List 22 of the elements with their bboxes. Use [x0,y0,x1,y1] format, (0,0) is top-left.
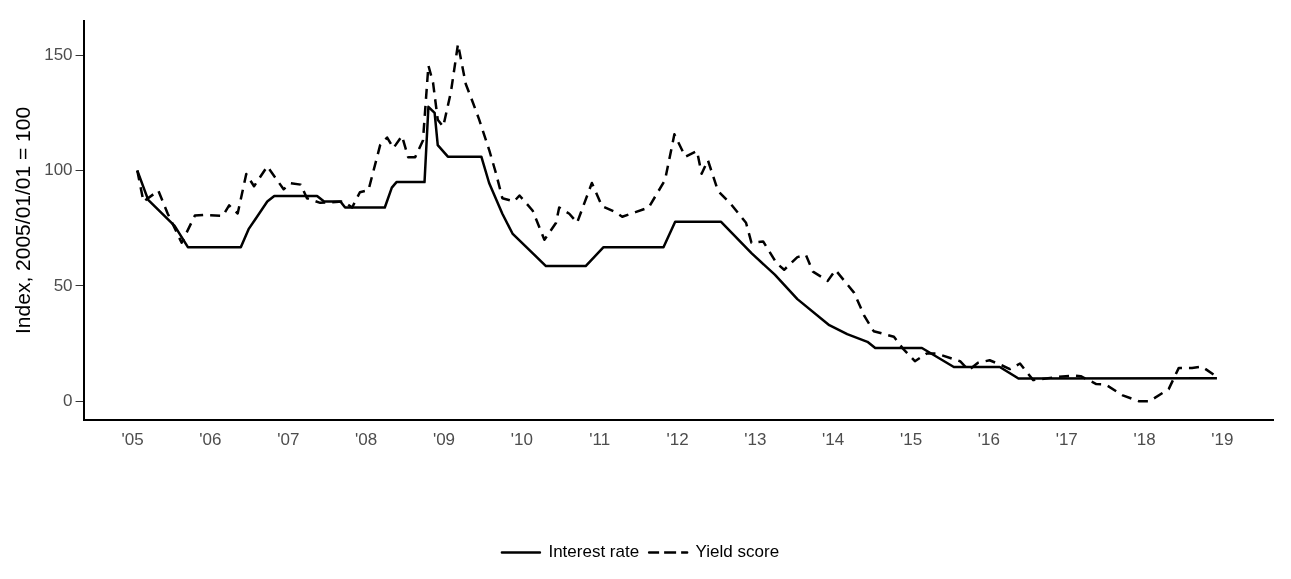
x-tick-label: '14 [822,430,845,450]
legend-label: Interest rate [548,542,640,562]
x-tick-label: '19 [1211,430,1234,450]
y-tick-label: 50 [53,275,73,295]
x-tick-label: '12 [666,430,689,450]
x-tick-label: '09 [432,430,456,450]
x-tick-label: '07 [277,430,300,450]
legend-label: Yield score [695,542,780,562]
x-tick-label: '10 [510,430,533,450]
y-tick-label: 100 [44,160,73,180]
x-tick-label: '18 [1133,430,1156,450]
y-axis-title: Index, 2005/01/01 = 100 [11,106,35,334]
x-tick-label: '13 [744,430,767,450]
x-tick-label: '11 [589,430,611,450]
y-tick-label: 0 [63,391,73,411]
x-tick-label: '16 [977,430,1000,450]
x-tick-label: '15 [899,430,923,450]
x-tick-label: '08 [355,430,378,450]
x-tick-label: '06 [199,430,222,450]
x-tick-label: '17 [1055,430,1078,450]
x-tick-label: '05 [121,430,144,450]
y-tick-label: 150 [44,44,73,64]
